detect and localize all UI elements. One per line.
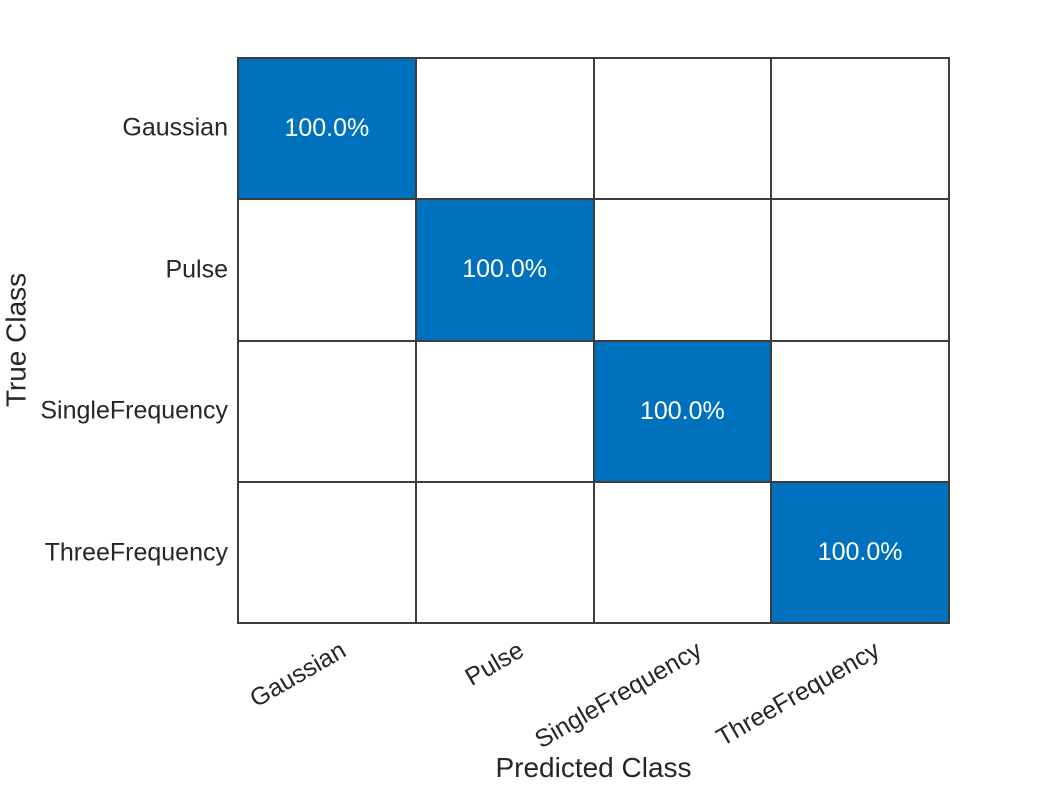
matrix-cell-Pulse-Gaussian [239,200,415,340]
matrix-cell-Gaussian-SingleFrequency [594,59,771,199]
matrix-cell-Gaussian-ThreeFrequency [772,59,948,199]
matrix-cell-SingleFrequency-Gaussian [239,341,415,481]
cell-value: 100.0% [817,537,903,566]
x-tick-label-ThreeFrequency: ThreeFrequency [712,636,885,752]
matrix-cell-SingleFrequency-Pulse [416,341,593,481]
y-tick-label-Gaussian: Gaussian [122,113,228,142]
x-tick-label-Gaussian: Gaussian [244,636,351,714]
matrix-cell-ThreeFrequency-Pulse [416,482,593,622]
matrix-cell-ThreeFrequency-ThreeFrequency: 100.0% [772,482,948,622]
matrix-cell-Pulse-Pulse: 100.0% [416,200,593,340]
cell-value: 100.0% [284,114,370,143]
x-tick-label-Pulse: Pulse [460,636,529,692]
y-tick-label-ThreeFrequency: ThreeFrequency [44,538,228,567]
matrix-cell-SingleFrequency-ThreeFrequency [772,341,948,481]
y-tick-label-SingleFrequency: SingleFrequency [40,397,228,425]
x-tick-label-SingleFrequency: SingleFrequency [530,636,707,755]
matrix-cell-Gaussian-Pulse [416,59,593,199]
y-tick-label-Pulse: Pulse [165,255,228,284]
matrix-cell-Gaussian-Gaussian: 100.0% [239,59,415,199]
matrix-cell-Pulse-ThreeFrequency [772,200,948,340]
matrix-cell-ThreeFrequency-Gaussian [239,482,415,622]
confusion-matrix-grid: 100.0% 100.0% 100.0% 100.0% [237,57,950,624]
cell-value: 100.0% [639,396,725,425]
y-axis-label: True Class [0,272,32,408]
matrix-cell-ThreeFrequency-SingleFrequency [594,482,771,622]
cell-value: 100.0% [462,255,548,284]
matrix-cell-Pulse-SingleFrequency [594,200,771,340]
x-axis-label: Predicted Class [495,752,692,783]
matrix-cell-SingleFrequency-SingleFrequency: 100.0% [594,341,771,481]
